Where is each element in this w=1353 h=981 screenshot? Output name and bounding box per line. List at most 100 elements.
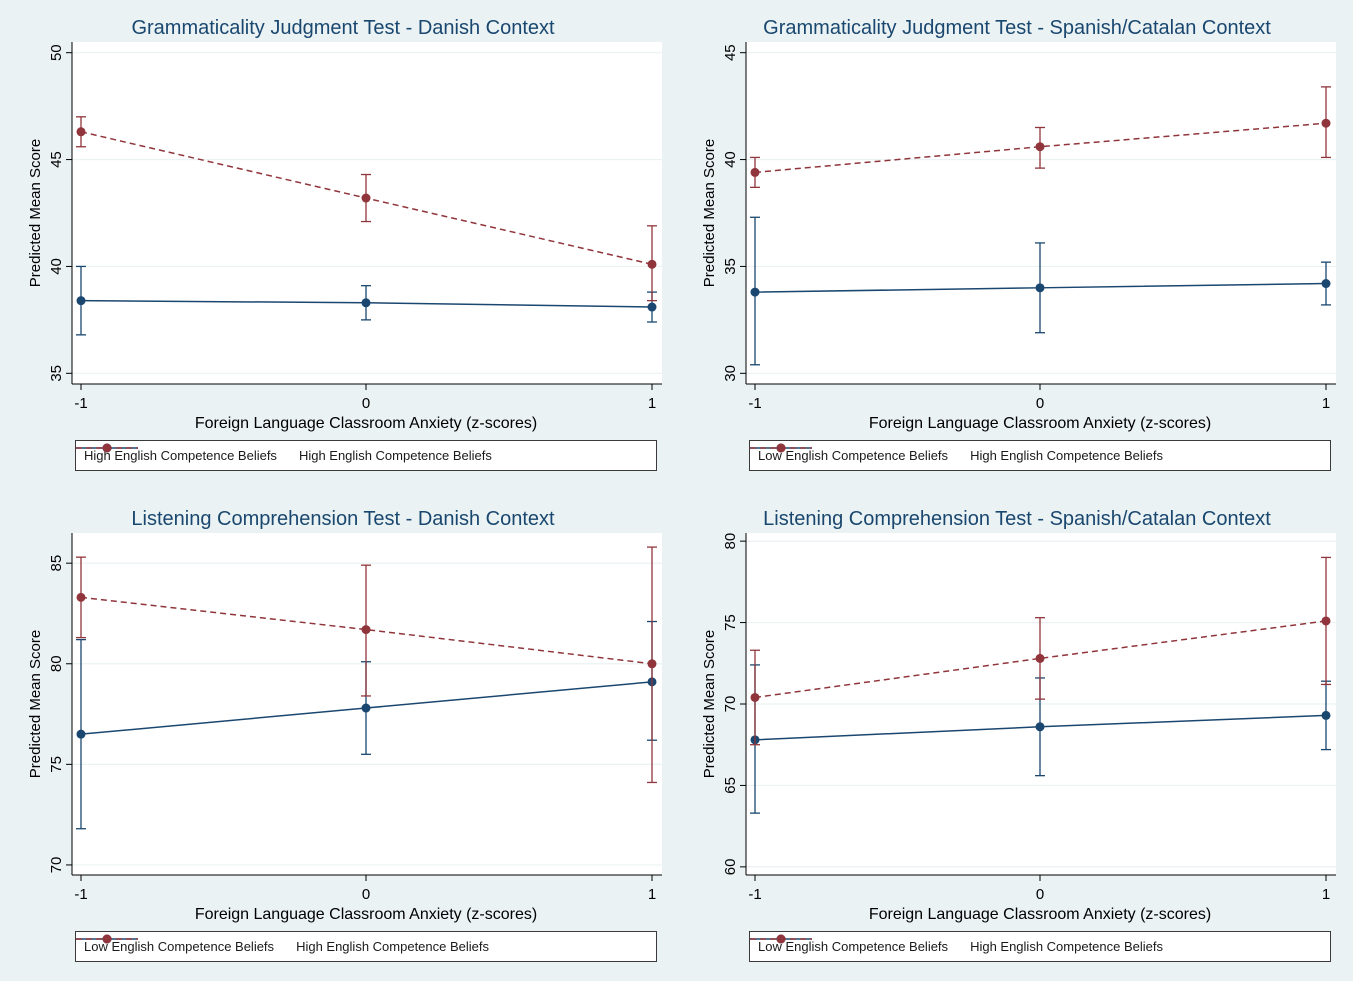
- chart-title: Listening Comprehension Test - Danish Co…: [131, 508, 555, 530]
- y-tick-label: 35: [722, 258, 739, 275]
- legend-item: High English Competence Beliefs: [750, 443, 1163, 463]
- data-point: [361, 625, 371, 635]
- x-tick-label: -1: [74, 395, 87, 412]
- plot-area: [72, 42, 662, 384]
- series-low: [76, 265, 657, 336]
- legend-key-icon: [76, 934, 138, 944]
- data-point: [1321, 118, 1331, 128]
- data-point: [647, 302, 657, 312]
- legend: Low English Competence Beliefs High Engli…: [749, 931, 1331, 962]
- legend-label: High English Competence Beliefs: [84, 448, 277, 463]
- y-tick-label: 75: [48, 756, 65, 773]
- y-tick-label: 40: [48, 258, 65, 275]
- y-tick-label: 75: [722, 614, 739, 631]
- panel-grammaticality-spanish-catalan: 30 35 40 45 -1 0 1 Grammaticality Judgment Test…: [674, 0, 1344, 480]
- legend-label: High English Competence Beliefs: [296, 939, 489, 954]
- legend-label: Low English Competence Beliefs: [758, 448, 949, 463]
- legend-item: High English Competence Beliefs: [76, 934, 489, 954]
- data-point: [647, 659, 657, 669]
- series-line: [754, 122, 1327, 174]
- y-axis-label: Predicted Mean Score: [701, 630, 718, 778]
- x-tick-label: 0: [362, 395, 370, 412]
- data-point: [1321, 710, 1331, 720]
- data-point: [1035, 283, 1045, 293]
- x-axis-label: Foreign Language Classroom Anxiety (z-sc…: [869, 415, 1211, 432]
- data-point: [1321, 279, 1331, 289]
- y-axis-label: Predicted Mean Score: [27, 139, 44, 287]
- data-point: [361, 298, 371, 308]
- legend: Low English Competence Beliefs High Engli…: [75, 931, 657, 962]
- data-point: [1035, 653, 1045, 663]
- series-high: [750, 556, 1331, 746]
- legend-key-icon: [750, 934, 812, 944]
- y-tick-label: 85: [48, 555, 65, 572]
- x-tick-label: -1: [748, 395, 761, 412]
- y-tick-label: 60: [722, 859, 739, 876]
- panel-grammaticality-danish: 35 40 45 50 -1 0 1 Grammaticality Judgment Test…: [0, 0, 670, 480]
- chart-title: Grammaticality Judgment Test - Danish Co…: [131, 17, 555, 39]
- y-axis-label: Predicted Mean Score: [27, 630, 44, 778]
- legend-label: High English Competence Beliefs: [298, 448, 492, 463]
- data-point: [750, 692, 760, 702]
- legend-label: Low English Competence Beliefs: [758, 939, 949, 954]
- data-point: [76, 127, 86, 137]
- data-point: [361, 703, 371, 713]
- data-point: [1035, 722, 1045, 732]
- legend-label: Low English Competence Beliefs: [84, 939, 275, 954]
- legend-item: High English Competence Beliefs: [76, 443, 492, 463]
- chart-svg: 60 65 70 75 80 -1 0 1 Listening Comprehension Te…: [701, 508, 1336, 923]
- y-tick-label: 70: [722, 696, 739, 713]
- data-point: [1035, 142, 1045, 152]
- x-tick-label: -1: [748, 886, 761, 903]
- data-point: [76, 592, 86, 602]
- chart-title: Listening Comprehension Test - Spanish/C…: [763, 508, 1271, 530]
- y-tick-label: 35: [48, 365, 65, 382]
- y-tick-label: 80: [722, 533, 739, 550]
- chart-svg: 35 40 45 50 -1 0 1 Grammaticality Judgment Test…: [27, 17, 662, 432]
- y-tick-label: 80: [48, 655, 65, 672]
- panel-listening-spanish-catalan: 60 65 70 75 80 -1 0 1 Listening Comprehension Te…: [674, 491, 1344, 971]
- y-tick-label: 70: [48, 857, 65, 874]
- y-tick-label: 65: [722, 777, 739, 794]
- data-point: [76, 729, 86, 739]
- x-tick-label: 0: [1036, 395, 1044, 412]
- chart-svg: 30 35 40 45 -1 0 1 Grammaticality Judgment Test…: [701, 17, 1336, 432]
- data-point: [750, 287, 760, 297]
- series-line: [754, 620, 1327, 699]
- series-high: [76, 546, 657, 784]
- x-axis-label: Foreign Language Classroom Anxiety (z-sc…: [869, 906, 1211, 923]
- y-tick-label: 50: [48, 44, 65, 61]
- legend-label: High English Competence Beliefs: [970, 448, 1163, 463]
- x-tick-label: 1: [648, 395, 656, 412]
- series-line: [80, 596, 653, 665]
- panel-listening-danish: 70 75 80 85 -1 0 1 Listening Comprehension Test…: [0, 491, 670, 971]
- x-axis-label: Foreign Language Classroom Anxiety (z-sc…: [195, 906, 537, 923]
- y-tick-label: 45: [48, 151, 65, 168]
- legend-key-icon: [750, 443, 812, 453]
- data-point: [76, 296, 86, 306]
- plot-area: [746, 42, 1336, 384]
- x-tick-label: 1: [1322, 886, 1330, 903]
- chart-svg: 70 75 80 85 -1 0 1 Listening Comprehension Test…: [27, 508, 662, 923]
- series-high: [750, 86, 1331, 189]
- x-axis-label: Foreign Language Classroom Anxiety (z-sc…: [195, 415, 537, 432]
- x-tick-label: 1: [1322, 395, 1330, 412]
- y-tick-label: 40: [722, 151, 739, 168]
- legend-label: High English Competence Beliefs: [970, 939, 1163, 954]
- y-tick-label: 45: [722, 44, 739, 61]
- x-tick-label: 0: [1036, 886, 1044, 903]
- x-tick-label: 1: [648, 886, 656, 903]
- data-point: [647, 259, 657, 269]
- series-high: [76, 116, 657, 302]
- chart-title: Grammaticality Judgment Test - Spanish/C…: [763, 17, 1271, 39]
- data-point: [361, 193, 371, 203]
- legend-item: High English Competence Beliefs: [750, 934, 1163, 954]
- legend: Low English Competence Beliefs High Engli…: [749, 440, 1331, 471]
- x-tick-label: -1: [74, 886, 87, 903]
- legend-key-icon: [76, 443, 138, 453]
- legend: High English Competence Beliefs High Engl…: [75, 440, 657, 471]
- data-point: [1321, 616, 1331, 626]
- y-tick-label: 30: [722, 365, 739, 382]
- x-tick-label: 0: [362, 886, 370, 903]
